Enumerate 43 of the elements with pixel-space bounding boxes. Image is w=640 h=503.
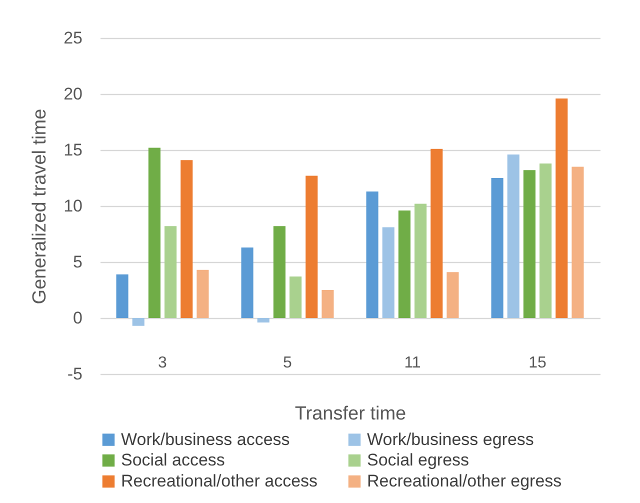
y-tick-label: 15 (64, 140, 82, 160)
bar (116, 274, 128, 318)
legend-label: Social egress (367, 450, 470, 470)
bar (398, 210, 410, 318)
legend-label: Recreational/other egress (367, 472, 562, 490)
x-tick-label: 11 (404, 354, 421, 372)
bar (132, 318, 144, 326)
y-tick-label: 5 (73, 252, 82, 272)
bar (540, 163, 552, 318)
bar (491, 178, 504, 318)
bar (196, 270, 209, 318)
bar (507, 154, 520, 318)
y-tick-label: 25 (64, 28, 82, 48)
bar (430, 148, 443, 318)
bar (180, 160, 193, 318)
bar (290, 276, 302, 318)
legend-label: Work/business egress (367, 430, 534, 449)
y-tick-label: -5 (67, 364, 82, 384)
legend-label: Social access (121, 450, 225, 470)
legend-label: Work/business access (121, 430, 290, 449)
x-tick-label: 15 (528, 354, 546, 372)
bar (366, 191, 378, 318)
bar (414, 204, 427, 318)
y-tick-label: 20 (64, 84, 82, 104)
bar (148, 148, 160, 318)
x-axis-title: Transfer time (294, 404, 406, 424)
bar (306, 176, 318, 318)
bar (572, 166, 584, 318)
y-tick-label: 10 (64, 196, 82, 216)
bar (556, 98, 568, 318)
x-tick-label: 5 (283, 354, 292, 372)
y-axis-title: Generalized travel time (30, 108, 51, 304)
x-tick-label: 3 (158, 354, 168, 372)
bar (273, 226, 286, 318)
bar (164, 226, 177, 318)
bar (446, 272, 459, 318)
bar (241, 247, 254, 318)
y-tick-label: 0 (73, 308, 82, 328)
bar (322, 290, 334, 318)
bar (382, 227, 394, 318)
legend-label: Recreational/other access (121, 472, 318, 490)
bar (257, 318, 270, 322)
bar (523, 170, 536, 318)
